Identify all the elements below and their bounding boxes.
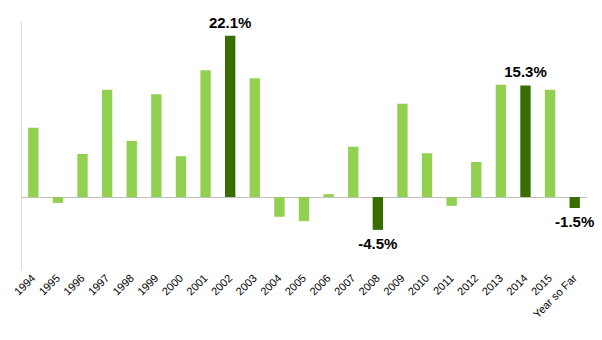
svg-text:2007: 2007 [332,272,358,298]
svg-text:2012: 2012 [455,272,481,298]
svg-text:-4.5%: -4.5% [358,235,397,252]
svg-text:2009: 2009 [381,272,407,298]
svg-text:-1.5%: -1.5% [555,213,594,230]
svg-text:2005: 2005 [282,272,308,298]
svg-text:2010: 2010 [406,272,432,298]
svg-text:Year so Far: Year so Far [531,272,580,321]
svg-text:2011: 2011 [431,272,456,297]
svg-text:15.3%: 15.3% [504,63,547,80]
svg-text:2001: 2001 [184,272,210,298]
svg-text:2014: 2014 [504,272,530,298]
svg-text:2004: 2004 [258,272,284,298]
svg-text:1997: 1997 [86,272,112,298]
svg-text:2006: 2006 [307,272,333,298]
svg-text:1994: 1994 [12,272,38,298]
svg-text:22.1%: 22.1% [209,14,252,31]
svg-text:1996: 1996 [61,272,87,298]
svg-text:2000: 2000 [159,272,185,298]
svg-text:2002: 2002 [209,272,235,298]
svg-text:2008: 2008 [356,272,382,298]
svg-text:2003: 2003 [233,272,259,298]
svg-text:1999: 1999 [135,272,161,298]
svg-text:1998: 1998 [110,272,136,298]
svg-text:2015: 2015 [528,271,555,298]
svg-text:1995: 1995 [36,272,62,298]
svg-text:2013: 2013 [479,272,505,298]
